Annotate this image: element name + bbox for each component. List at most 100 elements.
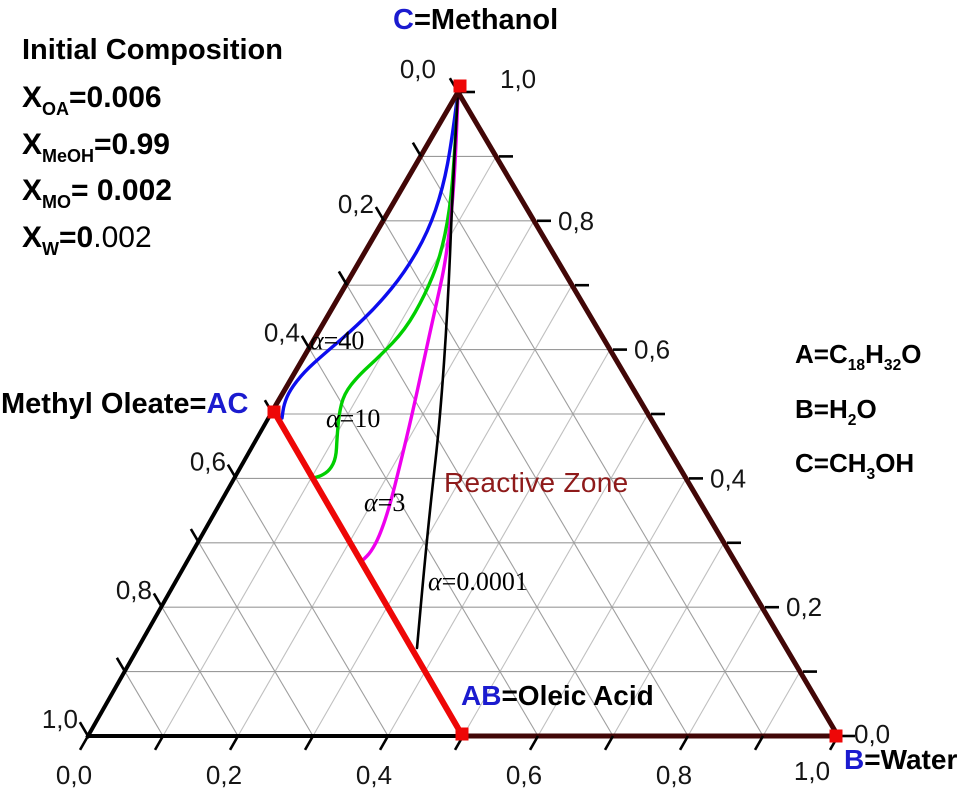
- marker-ab-oleic-acid: [455, 727, 469, 741]
- component-key-a: A=C18H32O: [795, 339, 922, 374]
- subscript: 32: [883, 357, 902, 375]
- subscript: OA: [42, 99, 70, 120]
- tick-left-axis: [152, 592, 164, 608]
- alpha-value: =0.0001: [441, 567, 528, 596]
- text-segment: X: [22, 81, 43, 115]
- tick-left-axis: [300, 335, 312, 351]
- subscript: MO: [42, 192, 72, 213]
- corner-text-methyl-oleate: Methyl Oleate=: [1, 388, 207, 420]
- curve-label-alpha-10: α=10: [326, 404, 380, 434]
- reactive-zone-annotation: Reactive Zone: [444, 467, 629, 498]
- curve-label-alpha-00001: α=0.0001: [428, 567, 528, 597]
- edge-left-lower: [85, 407, 276, 739]
- text-segment: X: [22, 220, 43, 254]
- initial-composition-line-xw: XW=0.002: [22, 220, 283, 258]
- curve-label-alpha-3: α=3: [364, 488, 405, 518]
- tick-label-left-axis: 0,6: [190, 446, 226, 476]
- tick-label-bottom-axis: 0,0: [56, 760, 92, 790]
- edge-right: [454, 88, 842, 740]
- grid-line-right-parallel: [124, 671, 164, 737]
- grid-line-left-parallel: [762, 671, 801, 737]
- corner-label-oleic-acid: AB=Oleic Acid: [461, 680, 654, 712]
- tick-bottom-axis: [228, 735, 240, 751]
- subscript: W: [42, 238, 60, 259]
- grid-line-right-parallel: [346, 284, 614, 737]
- initial-composition-title: Initial Composition: [22, 34, 283, 66]
- corner-symbol-c: C: [393, 4, 414, 36]
- tick-left-axis: [226, 463, 238, 480]
- text-segment: H: [865, 339, 884, 369]
- tick-bottom-axis: [528, 735, 540, 751]
- text-segment: X: [22, 127, 43, 161]
- alpha-glyph: α: [310, 326, 324, 355]
- tick-label-right-axis: 0,4: [710, 463, 746, 493]
- initial-composition-line-xoa: XOA=0.006: [22, 81, 283, 118]
- initial-composition-line-xmeoh: XMeOH=0.99: [22, 127, 283, 165]
- curve-alpha-00001: [415, 90, 460, 650]
- text-segment: = 0.002: [71, 174, 172, 208]
- tick-label-right-axis: 0,0: [854, 719, 890, 749]
- corner-label-methanol: C=Methanol: [393, 4, 558, 37]
- component-key-c: C=CH3OH: [795, 448, 921, 483]
- tick-bottom-axis: [378, 735, 390, 751]
- text-segment: =0.006: [69, 81, 162, 115]
- grid-line-left-parallel: [462, 413, 649, 737]
- tick-label-right-axis: 0,6: [634, 335, 670, 365]
- corner-text-water: =Water: [864, 744, 958, 775]
- tick-bottom-axis: [153, 735, 165, 751]
- initial-composition-block: Initial Composition XOA=0.006 XMeOH=0.99…: [22, 34, 283, 258]
- tick-left-axis: [189, 528, 201, 544]
- tick-bottom-axis: [303, 735, 315, 751]
- tick-label-right-axis: 0,8: [558, 206, 594, 236]
- tick-label-right-axis: 0,2: [786, 592, 822, 622]
- text-segment: OH: [875, 448, 915, 479]
- tick-left-axis: [337, 270, 349, 286]
- alpha-glyph: α: [364, 488, 378, 517]
- alpha-glyph: α: [428, 567, 442, 596]
- subscript: MeOH: [42, 145, 95, 166]
- tick-left-axis: [374, 206, 386, 222]
- tick-label-left-axis: 0,8: [116, 575, 152, 605]
- alpha-value: =10: [339, 404, 381, 433]
- tick-label-left-axis: 0,2: [338, 189, 374, 219]
- grid-line-right-parallel: [420, 156, 764, 737]
- grid-line-right-parallel: [198, 542, 314, 737]
- tick-bottom-axis: [603, 735, 615, 751]
- curve-label-alpha-40: α=40: [310, 326, 364, 356]
- edge-left-upper: [269, 88, 462, 414]
- tick-label-bottom-axis: 1,0: [794, 756, 830, 786]
- marker-ac-methyl-oleate: [267, 405, 281, 419]
- text-segment: A=C: [795, 339, 848, 369]
- tick-label-left-axis: 1,0: [42, 704, 78, 734]
- corner-label-water: B=Water: [844, 744, 957, 776]
- tick-label-right-axis: 1,0: [500, 64, 536, 94]
- text-segment: .002: [93, 220, 152, 254]
- component-key-b: B=H2O: [795, 393, 921, 428]
- grid-line-left-parallel: [612, 542, 725, 737]
- tick-label-bottom-axis: 0,8: [656, 760, 692, 790]
- corner-text-methanol: =Methanol: [413, 4, 559, 36]
- initial-composition-line-xmo: XMO= 0.002: [22, 174, 283, 211]
- tick-label-left-axis: 0,4: [264, 318, 300, 348]
- tick-left-axis: [115, 657, 127, 673]
- subscript: 3: [866, 466, 876, 484]
- tick-label-bottom-axis: 0,2: [206, 760, 242, 790]
- tick-label-bottom-axis: 0,6: [506, 760, 542, 790]
- corner-symbol-b: B: [844, 744, 865, 775]
- text-segment: O: [901, 339, 922, 369]
- alpha-value: =3: [377, 488, 406, 517]
- text-segment: B=H: [795, 393, 848, 424]
- corner-text-oleic-acid: =Oleic Acid: [501, 680, 654, 711]
- subscript: 18: [847, 357, 866, 375]
- tick-bottom-axis: [753, 735, 765, 751]
- corner-label-methyl-oleate: Methyl Oleate=AC: [1, 388, 248, 421]
- text-segment: C=CH: [795, 448, 867, 479]
- tick-left-axis: [411, 141, 423, 158]
- marker-b-water: [829, 729, 843, 743]
- tick-bottom-axis: [78, 735, 90, 751]
- corner-symbol-ab: AB: [461, 680, 502, 711]
- marker-c-apex: [453, 79, 467, 93]
- alpha-value: =40: [323, 326, 365, 355]
